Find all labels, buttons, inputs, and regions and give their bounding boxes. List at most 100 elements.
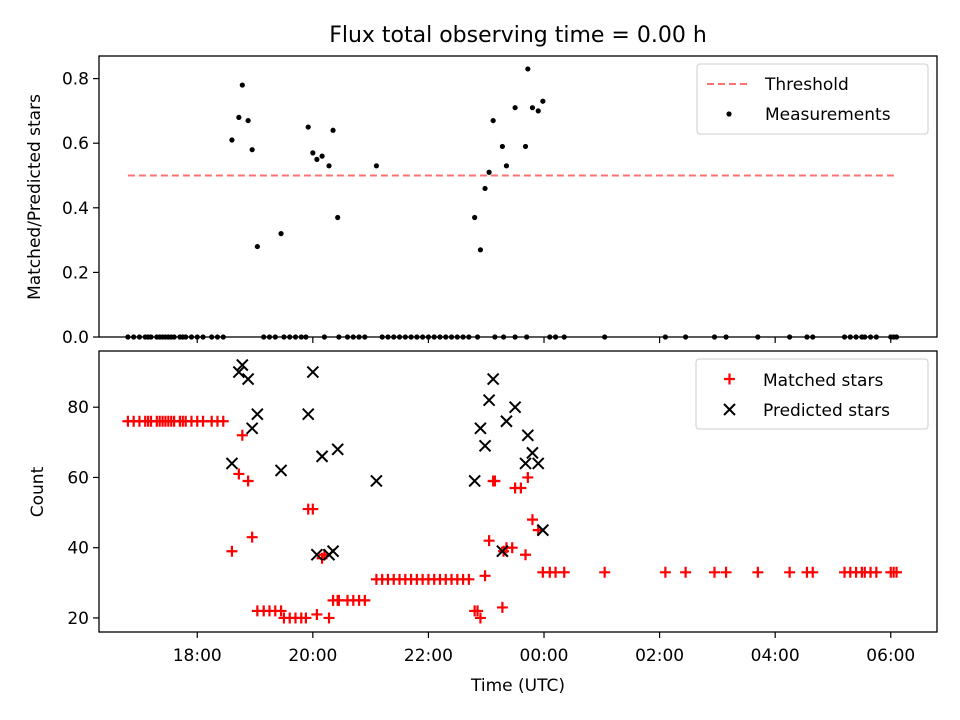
matched-star-point	[489, 475, 501, 487]
bottom-legend: Matched stars Predicted stars	[695, 358, 929, 430]
predicted-star-point	[274, 464, 288, 477]
matched-star-point	[233, 468, 245, 480]
measurement-point	[512, 105, 518, 111]
legend-matched-label: Matched stars	[763, 371, 883, 391]
predicted-star-point	[306, 365, 320, 379]
bottom-y-tick-label: 20	[67, 609, 89, 629]
top-y-axis-label: Matched/Predicted stars	[25, 94, 45, 300]
top-x-ticks	[196, 337, 892, 343]
matched-star-point	[226, 545, 238, 557]
top-y-tick-label: 0.8	[62, 70, 89, 90]
matched-star-point	[311, 608, 323, 620]
predicted-star-point	[232, 365, 246, 379]
top-legend: Threshold Measurements	[696, 63, 929, 135]
predicted-star-point	[310, 548, 324, 561]
x-axis-label: Time (UTC)	[470, 676, 565, 696]
matched-star-point	[474, 612, 486, 624]
predicted-star-point	[536, 523, 550, 537]
bottom-y-tick-label: 40	[67, 539, 89, 559]
predicted-star-point	[519, 457, 532, 470]
predicted-star-point	[532, 457, 545, 470]
predicted-star-point	[508, 400, 522, 414]
matched-star-point	[246, 531, 258, 543]
bottom-y-ticks: 20 40 60 80	[67, 398, 99, 629]
x-tick-label: 04:00	[751, 646, 800, 666]
bottom-panel: 20 40 60 80 18:00 20:00 22:00 00:00 02:00 04:00 0…	[28, 350, 938, 696]
measurement-point	[529, 105, 536, 111]
measurement-point	[482, 185, 488, 192]
predicted-star-point	[326, 545, 340, 558]
matched-star-point	[784, 566, 796, 578]
matched-star-point	[752, 566, 764, 578]
bottom-legend-box	[695, 358, 929, 430]
matched-star-point	[680, 566, 692, 578]
matched-star-point	[526, 514, 538, 526]
measurement-point	[310, 150, 316, 156]
predicted-star-point	[482, 393, 496, 407]
predicted-star-point	[225, 457, 239, 470]
matched-star-point	[506, 542, 518, 554]
predicted-star-point	[315, 450, 329, 463]
x-tick-label: 18:00	[173, 646, 222, 666]
bottom-y-axis-label: Count	[28, 466, 48, 517]
matched-star-point	[236, 429, 248, 441]
measurement-point	[522, 143, 529, 150]
measurement-point	[486, 169, 492, 175]
predicted-star-point	[468, 474, 481, 488]
measurement-point	[503, 163, 510, 169]
measurement-point	[525, 66, 531, 72]
matched-star-point	[359, 594, 371, 606]
matched-star-point	[217, 415, 229, 427]
top-panel: 0.00.20.40.60.8 Matched/Predicted stars …	[25, 55, 938, 348]
x-tick-label: 02:00	[635, 646, 684, 666]
measurement-point	[373, 163, 380, 169]
measurement-point	[319, 153, 325, 159]
measurement-point	[477, 247, 484, 253]
matched-star-point	[891, 566, 903, 578]
measurement-point	[239, 82, 245, 88]
matched-star-point	[522, 471, 534, 483]
legend-matched-swatch	[724, 373, 735, 385]
top-y-tick-label: 0.2	[62, 263, 89, 283]
bottom-y-tick-label: 60	[67, 468, 89, 488]
predicted-star-point	[245, 422, 259, 435]
matched-star-point	[599, 566, 611, 578]
legend-predicted-label: Predicted stars	[763, 401, 890, 421]
predicted-star-point	[526, 446, 539, 460]
predicted-star-point	[486, 372, 500, 386]
matched-star-point	[483, 535, 495, 547]
predicted-star-point	[521, 429, 535, 442]
matched-star-point	[659, 566, 671, 578]
top-legend-box	[696, 63, 929, 135]
matched-star-point	[558, 566, 570, 578]
measurement-point	[254, 243, 260, 250]
measurement-point	[326, 163, 332, 169]
matched-star-point	[708, 566, 720, 578]
predicted-star-point	[496, 545, 509, 558]
matched-star-point	[496, 601, 508, 613]
legend-predicted-swatch	[723, 403, 736, 416]
measurement-point	[499, 143, 505, 150]
predicted-star-point	[236, 358, 249, 372]
measurement-point	[330, 127, 336, 133]
predicted-star-point	[474, 422, 487, 435]
predicted-star-point	[478, 439, 492, 453]
x-tick-label: 22:00	[404, 646, 453, 666]
top-y-tick-label: 0.4	[62, 199, 89, 219]
figure-title: Flux total observing time = 0.00 h	[329, 23, 707, 48]
matched-star-point	[720, 566, 732, 578]
matched-star-point	[870, 566, 882, 578]
matched-star-point	[515, 482, 527, 494]
measurement-point	[335, 214, 341, 221]
predicted-star-point	[302, 408, 315, 421]
measurement-point	[535, 108, 541, 114]
measurement-point	[540, 98, 546, 104]
predicted-star-point	[251, 408, 264, 421]
matched-star-point	[307, 503, 319, 515]
legend-measurements-label: Measurements	[765, 105, 891, 125]
top-y-tick-label: 0.6	[62, 134, 89, 154]
matched-star-point	[472, 605, 484, 617]
matched-star-point	[463, 573, 475, 585]
matched-star-point	[479, 570, 491, 582]
